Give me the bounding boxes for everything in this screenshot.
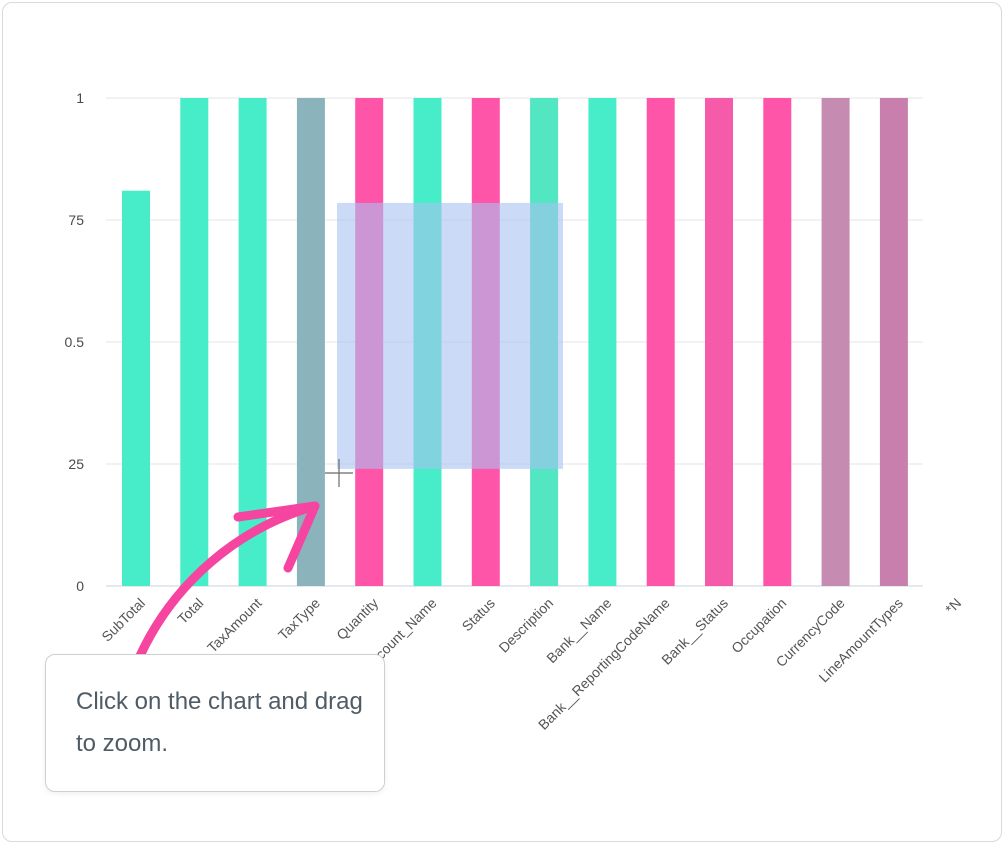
x-category-label: Occupation <box>728 595 789 656</box>
x-category-label: Description <box>495 595 556 656</box>
bar[interactable] <box>705 98 733 586</box>
bar[interactable] <box>238 98 267 586</box>
x-category-label: *N <box>942 595 964 617</box>
bar[interactable] <box>821 98 850 586</box>
y-tick-label: 75 <box>68 212 84 228</box>
y-tick-label: 1 <box>76 90 84 106</box>
y-tick-label: 0 <box>76 578 84 594</box>
zoom-hint-tooltip: Click on the chart and drag to zoom. <box>45 654 385 792</box>
bar[interactable] <box>763 98 792 586</box>
x-category-label: TaxType <box>275 595 323 643</box>
zoom-hint-text: Click on the chart and drag to zoom. <box>76 688 363 757</box>
x-category-label: TaxAmount <box>204 595 265 656</box>
x-category-label: Quantity <box>333 595 381 643</box>
x-category-label: Status <box>459 595 498 634</box>
y-tick-label: 0.5 <box>65 334 85 350</box>
bar[interactable] <box>122 190 150 586</box>
y-tick-label: 25 <box>68 456 84 472</box>
bar[interactable] <box>180 98 209 586</box>
bar[interactable] <box>588 98 617 586</box>
bar[interactable] <box>879 98 908 586</box>
curved-arrow-icon <box>134 501 320 663</box>
y-axis-labels: 0 25 0.5 75 1 <box>65 90 85 594</box>
bar[interactable] <box>646 98 675 586</box>
x-category-label: SubTotal <box>98 595 148 645</box>
crosshair-cursor-icon <box>325 459 353 487</box>
zoom-selection-rect <box>337 202 563 469</box>
